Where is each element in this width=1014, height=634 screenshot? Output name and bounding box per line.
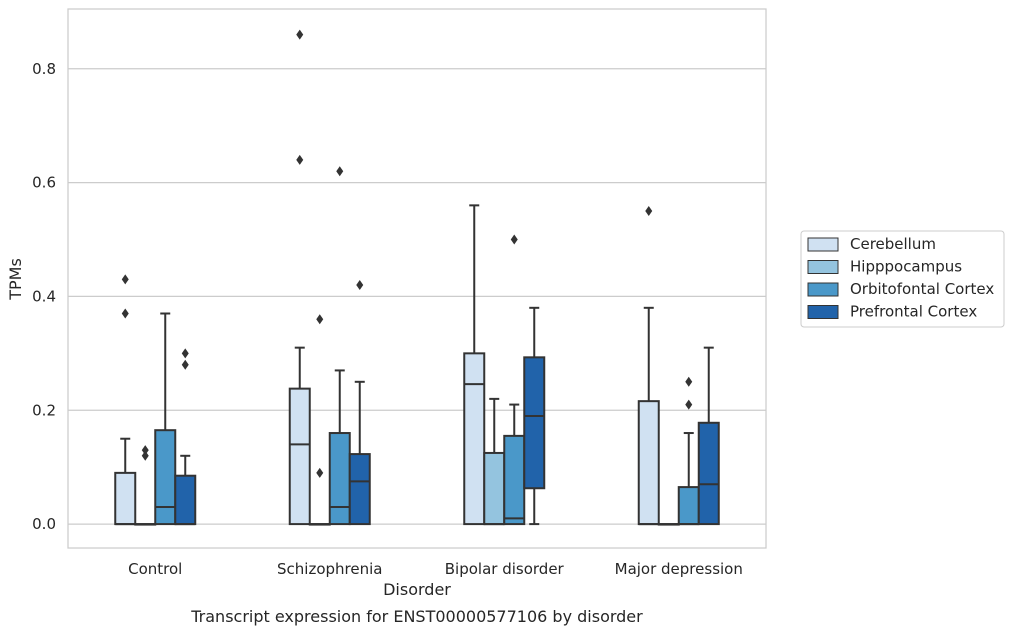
x-tick-label: Control [128,560,182,578]
outlier-point [316,467,324,478]
outlier-point [296,154,304,165]
outlier-point [685,399,693,410]
box-group [114,274,137,526]
box-group [657,523,680,526]
box-iqr [174,474,197,526]
y-tick-label: 0.8 [32,60,56,78]
legend-label: Prefrontal Cortex [850,303,977,321]
outlier-point [181,359,189,370]
box-iqr [114,471,137,526]
outlier-point [121,274,129,285]
outlier-point [645,206,653,217]
box-group [288,29,311,526]
boxes [114,29,720,526]
y-tick-label: 0.4 [32,287,56,305]
y-tick-labels: 0.0 0.2 0.4 0.6 0.8 [32,60,56,533]
y-axis-label: TPMs [6,258,25,301]
outlier-point [121,308,129,319]
chart-caption: Transcript expression for ENST0000057710… [190,607,643,626]
x-axis-label: Disorder [383,580,451,599]
box-iqr [463,352,486,526]
x-tick-label: Bipolar disorder [445,560,565,578]
legend-swatch [807,237,839,252]
x-tick-label: Major depression [615,560,743,578]
y-tick-label: 0.0 [32,515,56,533]
box-group [677,376,700,526]
legend: Cerebellum Hipppocampus Orbitofontal Corte… [800,230,1005,328]
box-iqr [523,356,546,490]
outlier-point [141,450,149,461]
box-iqr [503,434,526,526]
legend-frame [800,230,1005,328]
outlier-point [316,314,324,325]
legend-label: Hipppocampus [850,258,962,276]
y-tick-label: 0.6 [32,174,56,192]
box-group [463,204,486,526]
outlier-point [336,166,344,177]
legend-label: Cerebellum [850,235,936,253]
x-tick-labels: Control Schizophrenia Bipolar disorder Majo… [128,560,743,578]
box-group [154,312,177,526]
box-group [697,346,720,526]
box-iqr [348,453,371,526]
outlier-point [685,376,693,387]
legend-label: Orbitofontal Cortex [850,280,994,298]
box-iqr [328,432,351,526]
outlier-point [510,234,518,245]
legend-swatch [807,282,839,297]
legend-swatch [807,260,839,274]
box-iqr [154,429,177,526]
outlier-point [296,29,304,40]
box-group [348,280,371,526]
box-iqr [483,451,506,526]
box-group [637,206,660,526]
outlier-point [356,280,364,291]
legend-swatch [807,305,839,319]
box-group [174,348,197,526]
box-iqr [697,421,720,526]
box-iqr [637,400,660,526]
box-group [523,306,546,526]
box-group [308,314,331,526]
x-tick-label: Schizophrenia [277,560,382,578]
y-tick-label: 0.2 [32,401,56,419]
box-iqr [288,387,311,526]
outlier-point [141,445,149,456]
plot-frame [67,8,767,549]
box-iqr [677,486,700,526]
outlier-point [181,348,189,359]
